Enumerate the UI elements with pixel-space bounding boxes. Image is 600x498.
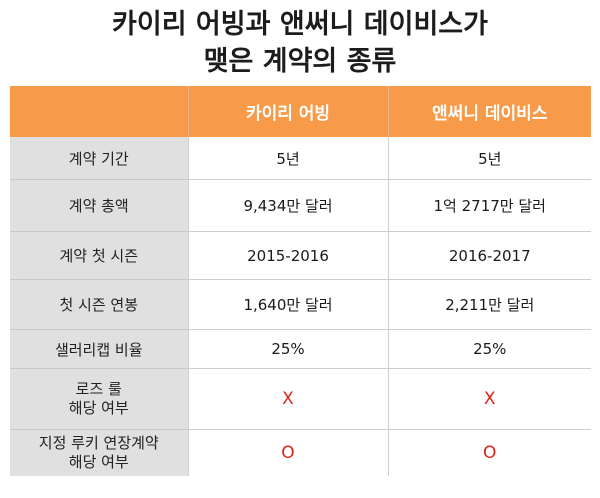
table-row: 로즈 룰 해당 여부 X X: [10, 368, 591, 430]
title-line-2: 맺은 계약의 종류: [203, 46, 397, 77]
davis-value: 2,211만 달러: [387, 279, 591, 330]
row-label-line-2: 해당 여부: [68, 453, 129, 471]
table-row: 지정 루키 연장계약 해당 여부 O O: [10, 429, 591, 476]
row-label: 지정 루키 연장계약 해당 여부: [10, 429, 188, 476]
header-irving: 카이리 어빙: [187, 86, 388, 137]
table-row: 샐러리캡 비율 25% 25%: [10, 329, 591, 369]
row-label-line-1: 지정 루키 연장계약: [38, 434, 159, 452]
davis-value: 5년: [387, 137, 591, 180]
davis-value: 25%: [387, 329, 591, 369]
irving-value: 1,640만 달러: [187, 279, 388, 330]
davis-value: 1억 2717만 달러: [387, 179, 591, 232]
table-row: 계약 첫 시즌 2015-2016 2016-2017: [10, 231, 591, 280]
row-label: 로즈 룰 해당 여부: [10, 368, 188, 430]
irving-value: 25%: [187, 329, 388, 369]
table-row: 첫 시즌 연봉 1,640만 달러 2,211만 달러: [10, 279, 591, 330]
irving-value: 5년: [187, 137, 388, 180]
irving-value: 9,434만 달러: [187, 179, 388, 232]
davis-rose-rule-mark: X: [387, 368, 591, 430]
title-line-1: 카이리 어빙과 앤써니 데이비스가: [112, 9, 488, 40]
row-label: 계약 기간: [10, 137, 188, 180]
irving-rookie-extension-mark: O: [187, 429, 388, 476]
row-label: 샐러리캡 비율: [10, 329, 188, 369]
header-empty: [10, 86, 188, 137]
davis-rookie-extension-mark: O: [387, 429, 591, 476]
row-label: 첫 시즌 연봉: [10, 279, 188, 330]
row-label-line-1: 로즈 룰: [75, 380, 122, 398]
contract-comparison-table: 카이리 어빙 앤써니 데이비스 계약 기간 5년 5년 계약 총액 9,434만…: [10, 86, 591, 476]
row-label: 계약 총액: [10, 179, 188, 232]
table-row: 계약 총액 9,434만 달러 1억 2717만 달러: [10, 179, 591, 232]
page-title: 카이리 어빙과 앤써니 데이비스가 맺은 계약의 종류: [0, 6, 600, 80]
davis-value: 2016-2017: [387, 231, 591, 280]
row-label: 계약 첫 시즌: [10, 231, 188, 280]
header-row: 카이리 어빙 앤써니 데이비스: [10, 86, 591, 137]
row-label-line-2: 해당 여부: [68, 399, 129, 417]
irving-value: 2015-2016: [187, 231, 388, 280]
table-row: 계약 기간 5년 5년: [10, 137, 591, 180]
irving-rose-rule-mark: X: [187, 368, 388, 430]
header-davis: 앤써니 데이비스: [387, 86, 591, 137]
